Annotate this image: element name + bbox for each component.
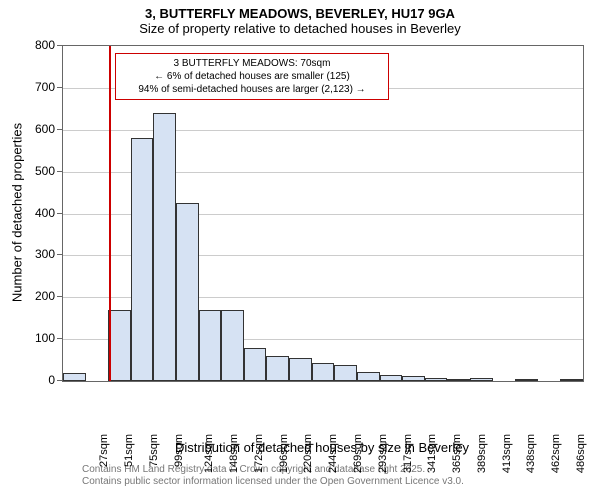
xtick-label: 317sqm	[402, 434, 414, 473]
xtick-label: 389sqm	[476, 434, 488, 473]
plot-area: 3 BUTTERFLY MEADOWS: 70sqm← 6% of detach…	[62, 45, 584, 382]
annotation-line: ← 6% of detached houses are smaller (125…	[122, 70, 382, 83]
histogram-bar	[221, 310, 244, 381]
gridline	[63, 130, 583, 131]
xtick-label: 365sqm	[451, 434, 463, 473]
property-marker-line	[109, 46, 111, 381]
histogram-bar	[425, 378, 448, 381]
histogram-bar	[334, 365, 357, 381]
xtick-label: 172sqm	[253, 434, 265, 473]
ytick-mark	[57, 380, 62, 381]
xtick-label: 75sqm	[148, 434, 160, 467]
ytick-mark	[57, 45, 62, 46]
footer-copyright-2: Contains public sector information licen…	[82, 476, 464, 487]
xtick-label: 293sqm	[377, 434, 389, 473]
xtick-label: 244sqm	[327, 434, 339, 473]
chart-title-sub: Size of property relative to detached ho…	[0, 21, 600, 40]
xtick-label: 148sqm	[228, 434, 240, 473]
xtick-label: 124sqm	[204, 434, 216, 473]
ytick-label: 300	[27, 247, 55, 261]
ytick-mark	[57, 171, 62, 172]
annotation-line: 94% of semi-detached houses are larger (…	[122, 83, 382, 96]
xtick-label: 99sqm	[173, 434, 185, 467]
histogram-bar	[153, 113, 176, 381]
xtick-label: 486sqm	[575, 434, 587, 473]
histogram-bar	[380, 375, 403, 381]
xtick-label: 220sqm	[303, 434, 315, 473]
annotation-box: 3 BUTTERFLY MEADOWS: 70sqm← 6% of detach…	[115, 53, 389, 100]
ytick-label: 0	[27, 373, 55, 387]
histogram-bar	[63, 373, 86, 381]
histogram-bar	[266, 356, 289, 381]
histogram-bar	[244, 348, 267, 382]
histogram-bar	[402, 376, 425, 381]
ytick-mark	[57, 87, 62, 88]
ytick-mark	[57, 338, 62, 339]
annotation-line: 3 BUTTERFLY MEADOWS: 70sqm	[122, 57, 382, 70]
xtick-label: 462sqm	[550, 434, 562, 473]
chart-title-main: 3, BUTTERFLY MEADOWS, BEVERLEY, HU17 9GA	[0, 0, 600, 21]
ytick-label: 200	[27, 289, 55, 303]
ytick-mark	[57, 254, 62, 255]
histogram-bar	[447, 379, 470, 382]
histogram-bar	[357, 372, 380, 381]
ytick-mark	[57, 296, 62, 297]
chart-container: 3, BUTTERFLY MEADOWS, BEVERLEY, HU17 9GA…	[0, 0, 600, 500]
histogram-bar	[515, 379, 538, 381]
xtick-label: 51sqm	[123, 434, 135, 467]
histogram-bar	[470, 378, 493, 381]
xtick-label: 341sqm	[426, 434, 438, 473]
ytick-mark	[57, 129, 62, 130]
y-axis-label: Number of detached properties	[10, 112, 25, 312]
ytick-label: 700	[27, 80, 55, 94]
histogram-bar	[108, 310, 131, 381]
xtick-label: 413sqm	[501, 434, 513, 473]
histogram-bar	[131, 138, 154, 381]
ytick-label: 800	[27, 38, 55, 52]
ytick-mark	[57, 213, 62, 214]
xtick-label: 27sqm	[98, 434, 110, 467]
ytick-label: 100	[27, 331, 55, 345]
xtick-label: 438sqm	[525, 434, 537, 473]
histogram-bar	[289, 358, 312, 381]
ytick-label: 500	[27, 164, 55, 178]
histogram-bar	[176, 203, 199, 381]
xtick-label: 196sqm	[278, 434, 290, 473]
ytick-label: 600	[27, 122, 55, 136]
ytick-label: 400	[27, 206, 55, 220]
xtick-label: 269sqm	[352, 434, 364, 473]
histogram-bar	[560, 379, 583, 381]
histogram-bar	[199, 310, 222, 381]
histogram-bar	[312, 363, 335, 381]
